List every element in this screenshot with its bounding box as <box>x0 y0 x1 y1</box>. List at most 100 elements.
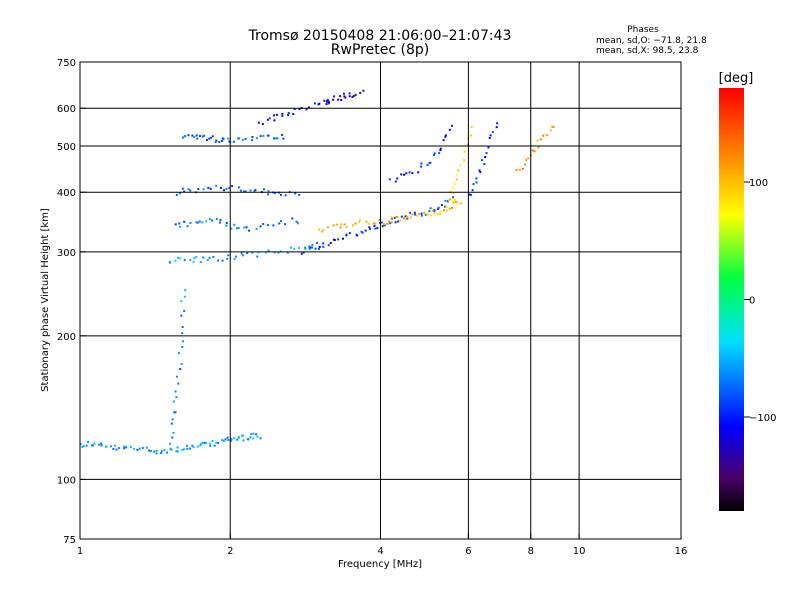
scatter-point <box>470 126 473 129</box>
scatter-point <box>345 225 348 228</box>
scatter-point <box>222 138 225 141</box>
scatter-point <box>452 196 455 199</box>
scatter-point <box>322 245 325 248</box>
scatter-point <box>155 449 158 452</box>
scatter-point <box>426 213 429 216</box>
scatter-point <box>82 444 85 447</box>
scatter-point <box>463 159 466 162</box>
scatter-point <box>282 137 285 140</box>
scatter-point <box>453 183 456 186</box>
scatter-point <box>455 174 458 177</box>
scatter-point <box>411 172 414 175</box>
scatter-point <box>208 218 211 221</box>
scatter-point <box>267 193 270 196</box>
scatter-point <box>197 187 200 190</box>
scatter-point <box>302 251 305 254</box>
x-axis-label: Frequency [MHz] <box>338 559 422 570</box>
scatter-point <box>181 187 184 190</box>
scatter-point <box>444 134 447 137</box>
scatter-point <box>521 167 524 170</box>
scatter-point <box>318 228 321 231</box>
scatter-point <box>178 222 181 225</box>
scatter-point <box>327 100 330 103</box>
x-tick-label: 6 <box>465 546 471 557</box>
scatter-point <box>308 245 311 248</box>
scatter-point <box>394 180 397 183</box>
scatter-point <box>221 439 224 442</box>
scatter-point <box>215 441 218 444</box>
scatter-point <box>257 251 260 254</box>
scatter-point <box>207 186 210 189</box>
scatter-point <box>267 134 270 137</box>
scatter-point <box>356 234 359 237</box>
scatter-point <box>274 137 277 140</box>
y-axis-label: Stationary phase Virtual Height [km] <box>40 208 51 392</box>
scatter-point <box>293 107 296 110</box>
scatter-point <box>255 137 258 140</box>
scatter-point <box>109 445 112 448</box>
scatter-point <box>256 435 259 438</box>
scatter-point <box>192 260 195 263</box>
scatter-point <box>405 172 408 175</box>
scatter-point <box>181 340 184 343</box>
scatter-point <box>251 135 254 138</box>
chart-title: Tromsø 20150408 21:06:00–21:07:43 <box>248 28 512 44</box>
scatter-point <box>442 139 445 142</box>
scatter-point <box>275 113 278 116</box>
scatter-point <box>325 103 328 106</box>
scatter-point <box>100 442 103 445</box>
scatter-point <box>113 444 116 447</box>
scatter-point <box>241 434 244 437</box>
scatter-point <box>439 149 442 152</box>
scatter-point <box>221 259 224 262</box>
scatter-point <box>281 112 284 115</box>
scatter-point <box>205 139 208 142</box>
scatter-point <box>337 98 340 101</box>
scatter-point <box>175 193 178 196</box>
scatter-point <box>442 209 445 212</box>
scatter-point <box>459 164 462 167</box>
scatter-point <box>211 135 214 138</box>
scatter-point <box>292 113 295 116</box>
scatter-point <box>320 230 323 233</box>
scatter-point <box>335 223 338 226</box>
y-tick-label: 750 <box>57 58 76 69</box>
scatter-point <box>525 158 528 161</box>
scatter-point <box>168 261 171 264</box>
scatter-point <box>326 226 329 229</box>
scatter-point <box>440 210 443 213</box>
scatter-point <box>340 99 343 102</box>
scatter-point <box>175 375 178 378</box>
scatter-point <box>209 442 212 445</box>
scatter-point <box>361 231 364 234</box>
scatter-point <box>202 256 205 259</box>
scatter-point <box>191 134 194 137</box>
scatter-point <box>187 188 190 191</box>
scatter-point <box>236 438 239 441</box>
scatter-point <box>136 448 139 451</box>
scatter-point <box>552 125 555 128</box>
scatter-point <box>251 139 254 142</box>
scatter-point <box>286 251 289 254</box>
scatter-point <box>374 222 377 225</box>
scatter-point <box>317 247 320 250</box>
scatter-point <box>381 225 384 228</box>
scatter-point <box>189 258 192 261</box>
scatter-point <box>294 192 297 195</box>
scatter-point <box>304 247 307 250</box>
colorbar-tick-label: 0 <box>749 296 755 307</box>
scatter-point <box>400 173 403 176</box>
scatter-point <box>245 226 248 229</box>
scatter-point <box>175 396 178 399</box>
x-tick-label: 10 <box>573 546 586 557</box>
colorbar-tick-label: 100 <box>749 178 768 189</box>
scatter-point <box>308 106 311 109</box>
scatter-point <box>481 159 484 162</box>
scatter-point <box>237 436 240 439</box>
scatter-point <box>79 442 82 445</box>
scatter-point <box>180 362 183 365</box>
scatter-point <box>441 203 444 206</box>
scatter-point <box>227 137 230 140</box>
scatter-point <box>262 134 265 137</box>
scatter-point <box>252 432 255 435</box>
